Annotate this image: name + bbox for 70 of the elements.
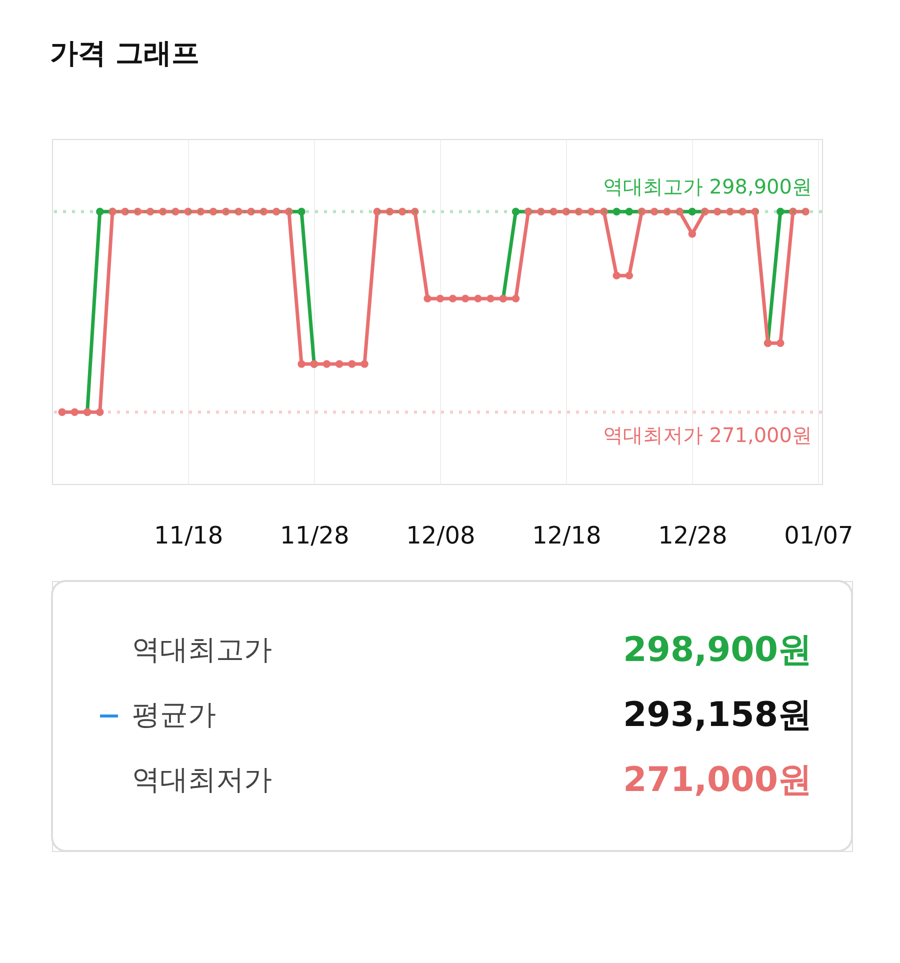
point [588, 208, 596, 216]
chart-title: 가격 그래프 [50, 36, 200, 70]
x-tick-label: 12/18 [532, 522, 602, 550]
point [196, 208, 205, 216]
point [512, 208, 520, 216]
point [234, 208, 242, 216]
point [574, 208, 583, 216]
point [550, 208, 558, 216]
point [411, 208, 419, 216]
text: 역대최저가 [132, 763, 272, 796]
point [650, 208, 658, 216]
x-tick-label: 12/28 [658, 522, 728, 550]
point [298, 360, 306, 368]
x-tick-label: 12/08 [406, 522, 476, 550]
point [537, 208, 545, 216]
point [448, 294, 457, 302]
point [348, 360, 356, 368]
point [424, 294, 432, 302]
point [625, 208, 634, 216]
point [512, 294, 520, 302]
text: 298,900원 [623, 630, 812, 670]
point [738, 208, 746, 216]
point [209, 208, 218, 216]
point [386, 208, 394, 216]
x-tick-label: 11/28 [280, 522, 350, 550]
point [776, 339, 784, 347]
point [121, 208, 129, 216]
ref-line-label: 역대최고가 298,900원 [602, 174, 812, 199]
point [373, 208, 382, 216]
text: 평균가 [132, 698, 216, 731]
point [247, 208, 255, 216]
point [688, 230, 696, 238]
point [58, 408, 66, 416]
point [461, 294, 470, 302]
point [222, 208, 230, 216]
point [612, 208, 620, 216]
text: 역대최고가 [132, 633, 272, 666]
point [398, 208, 406, 216]
text: 271,000원 [623, 760, 812, 800]
point [436, 294, 444, 302]
point [751, 208, 760, 216]
point [134, 208, 142, 216]
point [474, 294, 482, 302]
point [70, 408, 79, 416]
point [612, 272, 620, 280]
point [96, 208, 104, 216]
point [260, 208, 268, 216]
point [486, 294, 494, 302]
x-tick-label: 01/07 [784, 522, 854, 550]
point [322, 360, 331, 368]
point [802, 208, 810, 216]
point [184, 208, 192, 216]
point [172, 208, 180, 216]
text: 293,158원 [623, 695, 812, 735]
point [159, 208, 167, 216]
point [96, 408, 104, 416]
point [625, 272, 634, 280]
point [360, 360, 368, 368]
point [298, 208, 306, 216]
point [663, 208, 671, 216]
point [562, 208, 570, 216]
point [146, 208, 154, 216]
point [335, 360, 344, 368]
point [688, 208, 696, 216]
x-tick-label: 11/18 [154, 522, 224, 550]
point [272, 208, 280, 216]
ref-line-label: 역대최저가 271,000원 [602, 423, 812, 448]
point [726, 208, 734, 216]
point [776, 208, 784, 216]
point [714, 208, 722, 216]
